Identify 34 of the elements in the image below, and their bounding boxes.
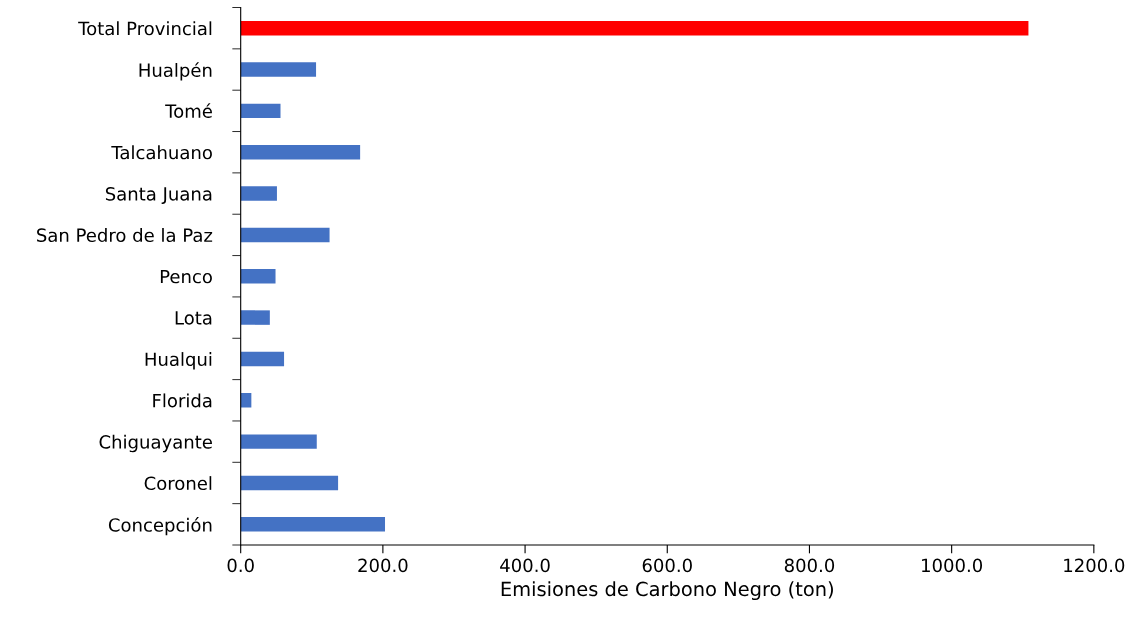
bar xyxy=(240,517,386,532)
x-tick-label: 800.0 xyxy=(784,558,835,573)
y-tick-label: Lota xyxy=(175,311,212,325)
x-tick-label: 200.0 xyxy=(358,558,408,573)
bar xyxy=(240,475,339,491)
bar xyxy=(240,20,1029,36)
y-tick-label: Santa Juana xyxy=(105,187,212,205)
x-tick-label: 400.0 xyxy=(500,558,550,573)
y-tick-label: Hualqui xyxy=(145,352,212,370)
y-tick-label: San Pedro de la Paz xyxy=(37,228,213,243)
x-tick-label: 1000.0 xyxy=(922,558,983,573)
y-tick-label: Concepción xyxy=(108,517,212,536)
y-tick-label: Talcahuano xyxy=(111,145,212,160)
y-tick-label: Penco xyxy=(160,269,212,284)
bar xyxy=(240,269,276,284)
bar xyxy=(240,393,252,408)
bar xyxy=(240,186,277,201)
x-tick-label: 1200.0 xyxy=(1064,558,1125,573)
bar xyxy=(240,62,317,77)
y-tick-label: Hualpén xyxy=(139,62,212,81)
bar xyxy=(240,227,330,243)
bar xyxy=(240,144,361,160)
x-tick-label: 600.0 xyxy=(642,558,692,573)
y-tick-label: Coronel xyxy=(144,476,212,491)
y-tick-label: Tomé xyxy=(165,103,212,118)
bar xyxy=(240,351,285,367)
x-tick-label: 0.0 xyxy=(227,558,254,573)
y-tick-label: Chiguayante xyxy=(99,434,212,453)
y-tick-label: Total Provincial xyxy=(78,21,212,36)
x-axis-title: Emisiones de Carbono Negro (ton) xyxy=(501,581,833,601)
bar xyxy=(240,103,281,119)
y-tick-label: Florida xyxy=(153,393,212,408)
bar xyxy=(240,310,270,325)
bar xyxy=(240,434,317,449)
